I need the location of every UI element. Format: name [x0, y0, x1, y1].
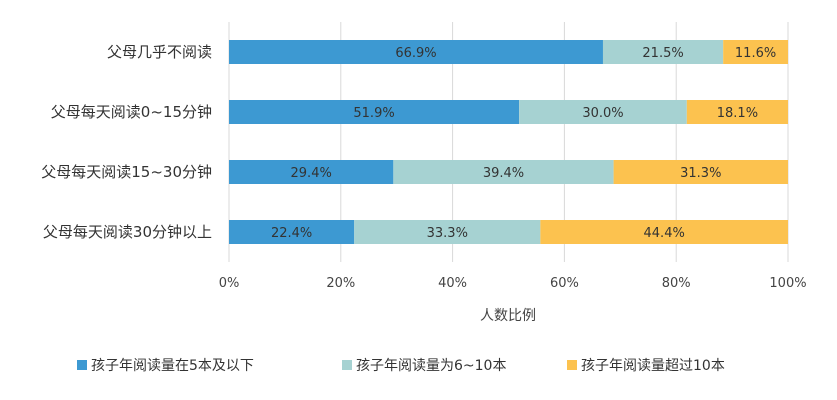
category-label: 父母每天阅读30分钟以上 [43, 223, 212, 241]
bar-segment [540, 220, 788, 244]
legend-swatch [77, 360, 87, 370]
bar-segment [354, 220, 541, 244]
data-label: 66.9% [395, 46, 436, 61]
legend-label: 孩子年阅读量为6~10本 [356, 357, 506, 374]
bars: 66.9% 21.5% 11.6% 51.9% 30.0% 18.1% 29.4% 39.4%… [229, 40, 788, 244]
category-label: 父母每天阅读0~15分钟 [51, 103, 212, 121]
data-label: 22.4% [271, 226, 312, 241]
bar-segment [229, 40, 603, 64]
legend-swatch [342, 360, 352, 370]
legend-swatch [567, 360, 577, 370]
bar-segment [229, 160, 394, 184]
data-label: 31.3% [680, 166, 721, 181]
x-tick-label: 80% [662, 276, 691, 291]
x-tick-label: 20% [326, 276, 355, 291]
data-label: 39.4% [483, 166, 524, 181]
bar-segment [519, 100, 687, 124]
data-label: 11.6% [735, 46, 776, 61]
x-tick-label: 60% [550, 276, 579, 291]
x-tick-label: 40% [438, 276, 467, 291]
bar-segment [393, 160, 614, 184]
data-label: 51.9% [353, 106, 394, 121]
bar-segment [229, 100, 520, 124]
category-label: 父母几乎不阅读 [107, 43, 212, 61]
bar-segment [723, 40, 788, 64]
x-axis-ticks: 0% 20% 40% 60% 80% 100% [219, 276, 807, 291]
category-label: 父母每天阅读15~30分钟 [41, 163, 212, 181]
data-label: 18.1% [717, 106, 758, 121]
data-label: 33.3% [427, 226, 468, 241]
bar-segment [686, 100, 788, 124]
bar-segment [602, 40, 724, 64]
bar-segment [613, 160, 788, 184]
data-label: 44.4% [644, 226, 685, 241]
x-tick-label: 100% [769, 276, 806, 291]
x-tick-label: 0% [219, 276, 240, 291]
legend-label: 孩子年阅读量超过10本 [581, 357, 725, 374]
legend: 孩子年阅读量在5本及以下 孩子年阅读量为6~10本 孩子年阅读量超过10本 [77, 357, 725, 374]
category-labels: 父母几乎不阅读父母每天阅读0~15分钟父母每天阅读15~30分钟父母每天阅读30… [41, 43, 212, 241]
x-axis-title: 人数比例 [480, 308, 536, 324]
data-label: 29.4% [291, 166, 332, 181]
data-label: 21.5% [642, 46, 683, 61]
data-label: 30.0% [582, 106, 623, 121]
legend-label: 孩子年阅读量在5本及以下 [91, 357, 254, 374]
bar-segment [229, 220, 355, 244]
